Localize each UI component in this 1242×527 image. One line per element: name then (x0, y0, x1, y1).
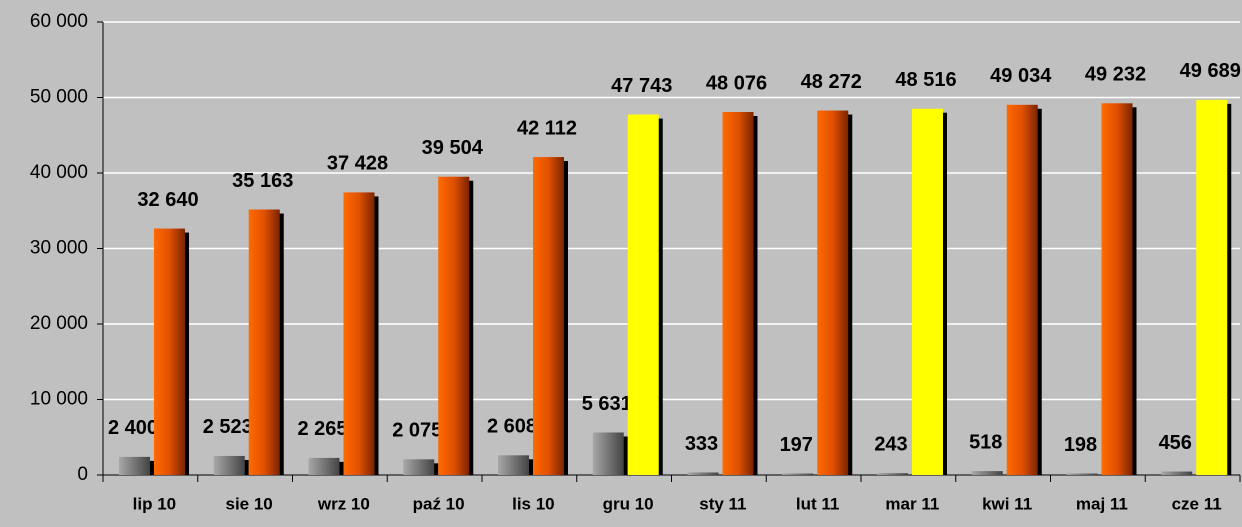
bar (119, 456, 150, 475)
data-label: 2 400 (108, 417, 158, 439)
bar (722, 112, 754, 476)
data-label: 2 523 (203, 416, 253, 438)
data-label: 48 272 (801, 71, 862, 93)
x-tick-label: gru 10 (603, 494, 654, 513)
bar (1066, 473, 1098, 475)
bar (1161, 471, 1193, 475)
data-label: 5 631 (582, 393, 632, 415)
bar (308, 457, 340, 475)
x-tick-label: kwi 11 (982, 494, 1032, 513)
y-tick-label: 20 000 (30, 313, 88, 334)
data-label: 198 (1064, 434, 1097, 456)
bar (1101, 103, 1133, 475)
x-tick-label: paź 10 (413, 494, 465, 513)
data-label: 2 608 (487, 416, 537, 438)
bar (1196, 99, 1228, 475)
data-label: 456 (1159, 432, 1192, 454)
data-label: 48 076 (706, 72, 767, 94)
x-tick-label: lip 10 (133, 494, 176, 513)
data-label: 49 232 (1085, 64, 1146, 86)
bar (971, 471, 1003, 475)
x-tick-label: sie 10 (225, 494, 272, 513)
bar (687, 472, 719, 475)
x-tick-label: maj 11 (1076, 494, 1128, 513)
data-label: 35 163 (232, 170, 293, 192)
data-label: 32 640 (137, 189, 198, 211)
y-tick-label: 60 000 (30, 11, 88, 32)
x-tick-label: mar 11 (885, 494, 939, 513)
y-tick-label: 0 (77, 464, 88, 485)
data-label: 2 075 (392, 420, 442, 442)
data-label: 49 034 (990, 65, 1052, 87)
data-label: 47 743 (611, 75, 672, 97)
bar (343, 192, 375, 476)
bar (213, 455, 245, 475)
data-label: 2 265 (297, 418, 347, 440)
x-tick-label: cze 11 (1172, 494, 1222, 513)
data-label: 39 504 (422, 137, 484, 159)
data-label: 333 (685, 433, 718, 455)
bar (627, 114, 659, 476)
x-tick-label: lis 10 (512, 494, 555, 513)
bar (248, 209, 280, 475)
data-label: 37 428 (327, 153, 388, 175)
x-tick-label: lut 11 (796, 494, 839, 513)
bar (877, 473, 908, 475)
data-label: 243 (874, 433, 907, 455)
data-label: 197 (780, 434, 813, 456)
bar (782, 473, 814, 475)
data-label: 518 (969, 431, 1002, 453)
bar (533, 157, 564, 476)
bar (592, 432, 624, 475)
y-tick-label: 30 000 (30, 238, 88, 259)
bar (438, 176, 470, 475)
y-tick-label: 50 000 (30, 87, 88, 108)
x-tick-label: wrz 10 (317, 494, 370, 513)
y-tick-label: 40 000 (30, 162, 88, 183)
bar (1006, 104, 1038, 475)
data-label: 49 689 (1180, 60, 1241, 82)
data-label: 42 112 (517, 117, 577, 139)
x-tick-label: sty 11 (699, 494, 746, 513)
bar (403, 459, 435, 475)
data-label: 48 516 (895, 69, 956, 91)
bar (498, 455, 529, 475)
bar (817, 110, 849, 476)
y-tick-label: 10 000 (30, 389, 88, 410)
bar (154, 228, 185, 475)
bar (912, 108, 943, 476)
